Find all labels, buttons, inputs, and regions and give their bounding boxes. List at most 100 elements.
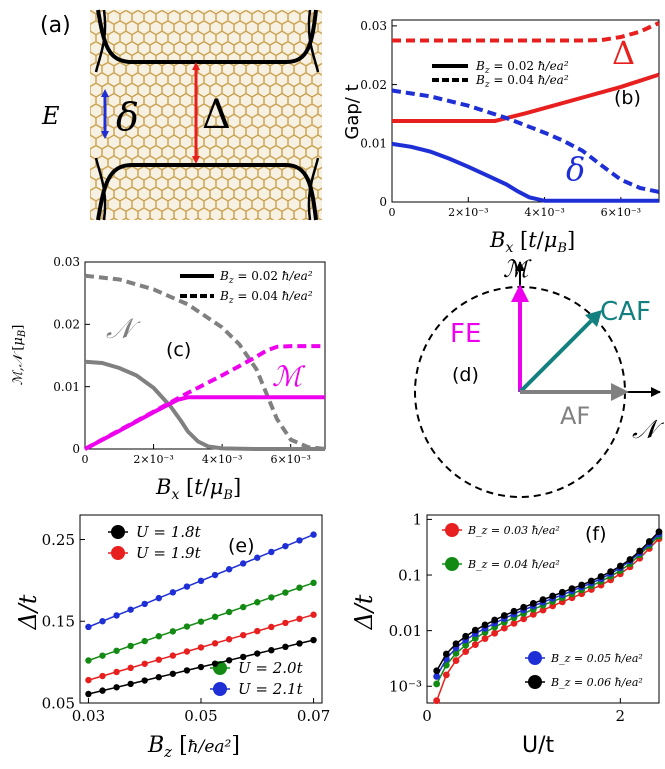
x-tick-label: 4×10⁻³ — [524, 206, 564, 219]
y-tick-label: 0.01 — [360, 136, 387, 150]
data-point — [568, 585, 576, 592]
energy-axis-label: E — [41, 102, 60, 130]
panel-c-xlabel: Bx [t/μB] — [155, 475, 241, 503]
big-gap-label: Δ — [202, 92, 231, 138]
series-line-big-gap-dashed — [392, 21, 660, 43]
y-tick-label: 1 — [412, 511, 422, 529]
legend-marker — [528, 651, 542, 665]
x-tick-label: 2×10⁻³ — [133, 453, 173, 466]
y-tick-label: 0.03 — [360, 19, 387, 33]
panel-f: Δ/t U/t (f) B_z = 0.03 ħ/ea² B_z = 0.04 ħ… — [350, 514, 660, 758]
data-point — [442, 650, 450, 658]
data-point — [155, 673, 162, 681]
panel-f-xlabel: U/t — [522, 733, 555, 758]
panel-b-ylabel: Gap/ t — [342, 84, 363, 139]
data-point — [113, 647, 120, 654]
series-line-small-gap-solid — [391, 141, 659, 203]
data-point — [655, 528, 663, 536]
upper-edge-branch-left — [94, 9, 107, 73]
data-point — [225, 608, 233, 616]
data-point — [268, 594, 275, 601]
data-point — [268, 623, 275, 631]
data-point — [183, 667, 191, 674]
data-point — [310, 579, 317, 587]
data-point — [225, 566, 233, 573]
data-point — [520, 603, 528, 611]
legend-label: B_z = 0.06 ħ/ea² — [550, 676, 643, 689]
graphene-lattice — [90, 10, 322, 220]
panel-c-M-label: ℳ — [272, 360, 306, 393]
x-tick-label: 0 — [82, 453, 89, 466]
legend-label: B_z = 0.05 ħ/ea² — [550, 652, 643, 665]
panel-f-frame — [426, 514, 660, 704]
data-point — [240, 653, 247, 661]
data-point — [452, 657, 460, 664]
panel-b: Gap/ t Bx [t/μB] Bz = 0.02 ħ/ea² Bz = 0.… — [342, 19, 660, 256]
panel-e-xlabel: Bz [ħ/ea²] — [147, 733, 240, 761]
chart-marks: 0 2×10⁻³ 4×10⁻³ 6×10⁻³ 0 0.01 0.02 0.03 0 2×10⁻³ 4… — [42, 19, 663, 725]
panel-c-label: (c) — [166, 339, 191, 361]
data-point — [558, 588, 566, 596]
data-point — [127, 680, 134, 688]
x-tick-label: 0 — [389, 206, 396, 219]
data-point — [99, 618, 106, 625]
data-point — [282, 643, 289, 651]
legend-marker — [528, 675, 542, 689]
legend-bz-004: Bz = 0.04 ħ/ea² — [475, 73, 569, 90]
x-tick-label: 0.03 — [72, 707, 105, 725]
data-point — [462, 648, 470, 655]
AF-label: AF — [560, 402, 590, 430]
CAF-vector — [518, 319, 593, 394]
AF-arrowhead — [611, 383, 629, 401]
data-point — [169, 628, 177, 635]
legend-label: U = 2.1t — [238, 680, 304, 698]
y-tick-label: 0.02 — [360, 78, 387, 92]
data-point — [197, 644, 205, 651]
FE-arrowhead — [511, 284, 529, 302]
data-point — [433, 667, 441, 675]
data-point — [169, 589, 177, 596]
legend-label: U = 1.9t — [136, 544, 202, 562]
legend-label: B_z = 0.04 ħ/ea² — [467, 558, 560, 571]
data-point — [433, 697, 441, 705]
data-point — [616, 562, 624, 570]
data-point — [481, 635, 489, 642]
legend-marker — [111, 525, 125, 539]
data-point — [169, 652, 177, 659]
data-point — [141, 600, 148, 608]
data-point — [510, 607, 518, 615]
legend-marker — [445, 557, 459, 571]
data-point — [254, 554, 261, 561]
panel-e-marks: 0.03 0.05 0.070.050.150.25 — [42, 531, 331, 725]
series-line-M-solid — [84, 395, 325, 451]
data-point — [141, 660, 148, 667]
panel-c-legend: Bz = 0.02 ħ/ea² Bz = 0.04 ħ/ea² — [180, 269, 313, 306]
data-point — [500, 624, 508, 632]
data-point — [452, 640, 460, 648]
data-point — [240, 560, 247, 567]
data-point — [296, 584, 303, 591]
panel-e-ylabel: Δ/t — [14, 594, 42, 630]
x-tick-label: 0.07 — [297, 707, 330, 725]
x-tick-label: 6×10⁻³ — [270, 453, 310, 466]
x-tick-label: 6×10⁻³ — [601, 206, 641, 219]
data-point — [225, 657, 233, 664]
data-point — [240, 603, 247, 611]
panel-b-xlabel: Bx [t/μB] — [489, 228, 575, 256]
panel-b-marks: 0 2×10⁻³ 4×10⁻³ 6×10⁻³ 0 0.01 0.02 0.03 — [360, 19, 660, 219]
y-tick-label: 0.1 — [398, 566, 422, 584]
x-tick-label: 0 — [422, 707, 432, 725]
panel-f-label: (f) — [585, 523, 607, 545]
y-tick-label: 0.25 — [42, 531, 75, 549]
data-point — [113, 612, 120, 619]
data-point — [607, 568, 615, 576]
data-point — [155, 594, 162, 602]
legend-label: U = 1.8t — [136, 523, 202, 541]
data-point — [155, 656, 162, 663]
N-axis-label: 𝒩 — [632, 415, 665, 445]
data-point — [310, 611, 317, 618]
data-point — [549, 592, 557, 600]
panel-b-label: (b) — [614, 87, 641, 109]
data-point — [254, 599, 261, 606]
data-point — [442, 671, 450, 679]
